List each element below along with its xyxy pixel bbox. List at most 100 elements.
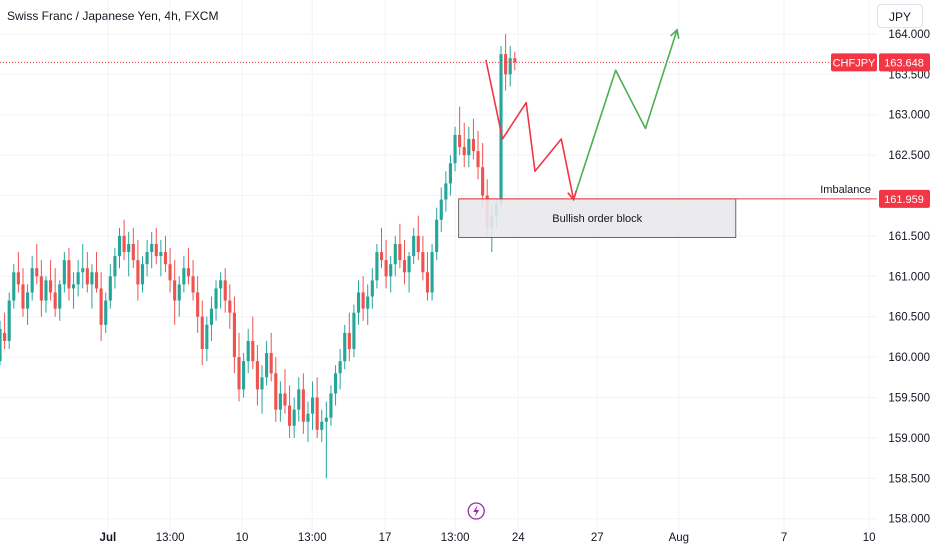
candle-body bbox=[246, 340, 250, 362]
candle-body bbox=[375, 252, 379, 281]
y-tick-label: 162.500 bbox=[888, 150, 930, 162]
candle-body bbox=[366, 296, 370, 309]
candle-body bbox=[421, 252, 425, 273]
order-block-box bbox=[458, 198, 737, 238]
candle-body bbox=[177, 284, 181, 301]
candle-body bbox=[150, 243, 154, 253]
candle-body bbox=[242, 361, 246, 390]
x-tick-label: 7 bbox=[781, 532, 787, 544]
candle-body bbox=[196, 292, 200, 317]
lightning-icon[interactable] bbox=[467, 502, 485, 520]
candle-body bbox=[384, 260, 388, 277]
candle-body bbox=[223, 280, 227, 301]
candle-body bbox=[35, 268, 39, 277]
candle-body bbox=[435, 219, 439, 253]
candle-body bbox=[16, 272, 20, 285]
candle-body bbox=[471, 138, 475, 152]
grid bbox=[0, 0, 877, 530]
candle-body bbox=[513, 58, 517, 63]
y-tick-label: 158.000 bbox=[888, 514, 930, 526]
chart-title: Swiss Franc / Japanese Yen, 4h, FXCM bbox=[7, 9, 219, 23]
candle-body bbox=[458, 134, 462, 148]
candle-body bbox=[283, 393, 287, 406]
candle-body bbox=[504, 54, 508, 75]
x-tick-label: Aug bbox=[669, 532, 689, 544]
currency-button[interactable]: JPY bbox=[877, 4, 923, 28]
candle-body bbox=[453, 134, 457, 164]
candle-body bbox=[269, 353, 273, 374]
candle-body bbox=[182, 268, 186, 285]
candle-body bbox=[398, 243, 402, 261]
candle-body bbox=[260, 377, 264, 390]
candle-body bbox=[379, 252, 384, 261]
candle-body bbox=[389, 264, 393, 277]
candles bbox=[0, 33, 517, 479]
lightning-icon-bolt bbox=[473, 505, 480, 517]
x-tick-label: 13:00 bbox=[441, 532, 470, 544]
candle-body bbox=[53, 292, 57, 309]
x-tick-label: 10 bbox=[863, 532, 876, 544]
candle-body bbox=[76, 272, 80, 285]
candle-body bbox=[3, 332, 7, 341]
candle-body bbox=[159, 252, 163, 257]
candle-body bbox=[168, 264, 172, 281]
candle-body bbox=[163, 252, 168, 265]
candle-body bbox=[255, 361, 259, 390]
candle-body bbox=[140, 264, 145, 285]
candle-body bbox=[237, 357, 241, 390]
candle-body bbox=[228, 300, 232, 313]
current-price-tag bbox=[879, 53, 930, 72]
candle-body bbox=[58, 284, 62, 309]
x-tick-label: 13:00 bbox=[298, 532, 327, 544]
current-price-label: 163.648 bbox=[884, 57, 924, 69]
candle-body bbox=[62, 260, 66, 285]
candle-body bbox=[191, 276, 195, 293]
candle-body bbox=[0, 328, 2, 362]
candle-body bbox=[448, 163, 453, 184]
candle-body bbox=[288, 405, 292, 426]
candle-body bbox=[361, 292, 365, 309]
candle-body bbox=[425, 272, 430, 293]
candle-body bbox=[104, 300, 108, 325]
candle-body bbox=[219, 280, 223, 289]
y-tick-label: 163.500 bbox=[888, 69, 930, 81]
candle-body bbox=[352, 312, 356, 350]
candle-body bbox=[407, 256, 411, 273]
y-tick-label: 160.000 bbox=[888, 352, 930, 364]
price-axis[interactable]: 158.000 158.500 159.000 159.500 160.000 160.5… bbox=[831, 29, 930, 526]
candle-body bbox=[347, 332, 351, 350]
x-tick-label: 10 bbox=[236, 532, 249, 544]
candle-body bbox=[44, 280, 48, 301]
y-tick-label: 164.000 bbox=[888, 29, 930, 41]
candle-body bbox=[476, 151, 480, 168]
bullish-arrowhead bbox=[669, 28, 680, 39]
candle-body bbox=[343, 332, 347, 362]
candle-body bbox=[81, 268, 85, 273]
candle-body bbox=[99, 288, 103, 325]
y-tick-label: 163.000 bbox=[888, 110, 930, 122]
candle-body bbox=[338, 361, 342, 374]
y-tick-label: 159.000 bbox=[888, 433, 930, 445]
x-tick-label: 27 bbox=[591, 532, 604, 544]
candle-body bbox=[508, 58, 512, 75]
candle-body bbox=[301, 389, 305, 422]
candle-body bbox=[117, 235, 122, 257]
x-tick-label: 13:00 bbox=[156, 532, 185, 544]
candle-body bbox=[122, 235, 126, 253]
candle-body bbox=[333, 373, 338, 394]
candle-body bbox=[26, 292, 30, 309]
candle-body bbox=[324, 417, 328, 422]
candle-body bbox=[67, 260, 71, 289]
candle-body bbox=[209, 308, 213, 325]
y-tick-label: 161.500 bbox=[888, 231, 930, 243]
time-axis[interactable]: Jul 13:00 10 13:00 17 13:00 24 27 Aug 7 10 bbox=[100, 502, 876, 544]
candle-body bbox=[416, 235, 420, 253]
candle-body bbox=[306, 413, 310, 422]
candle-body bbox=[310, 397, 315, 414]
candle-body bbox=[462, 147, 466, 156]
candle-body bbox=[94, 272, 99, 289]
annotations: Bullish order block Imbalance bbox=[0, 28, 877, 238]
candle-body bbox=[200, 316, 204, 350]
imbalance-price-label: 161.959 bbox=[884, 194, 924, 206]
